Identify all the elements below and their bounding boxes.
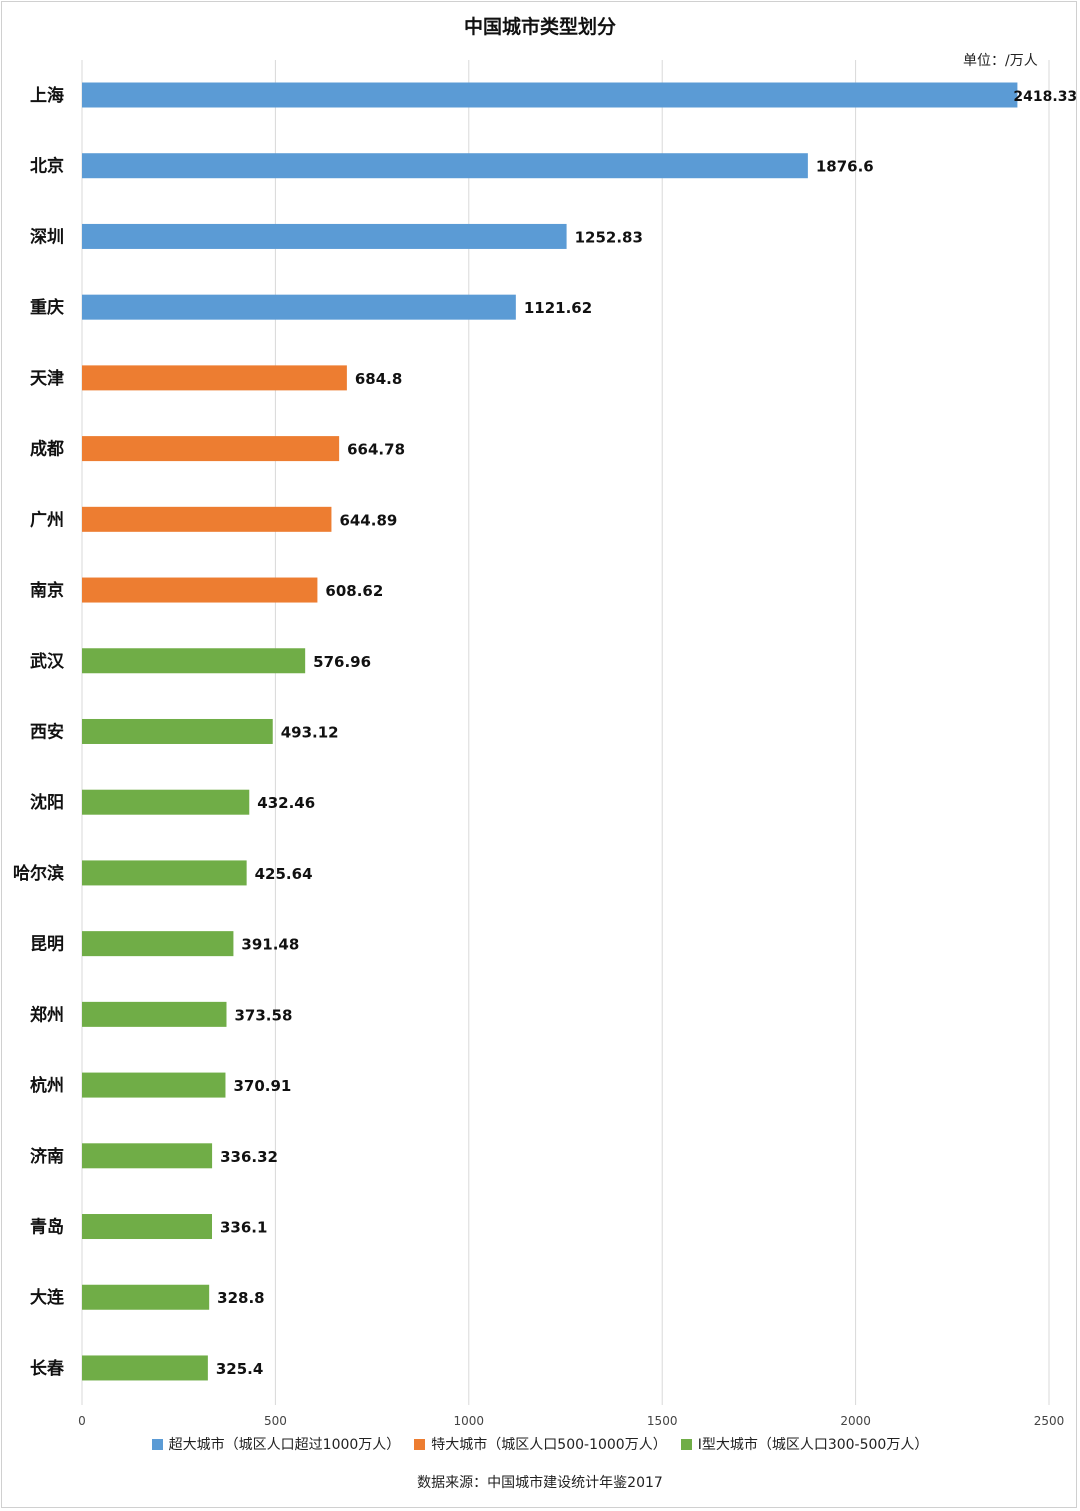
bar <box>82 436 340 462</box>
category-label: 天津 <box>30 368 64 389</box>
bar <box>82 153 808 179</box>
category-label: 广州 <box>30 509 64 530</box>
category-label: 成都 <box>30 439 64 460</box>
category-label: 武汉 <box>30 651 65 672</box>
legend-swatch <box>414 1438 426 1450</box>
legend-swatch <box>151 1438 163 1450</box>
category-label: 郑州 <box>30 1004 64 1025</box>
legend-label: 超大城市（城区人口超过1000万人） <box>168 1437 401 1453</box>
x-tick-label: 1000 <box>454 1414 485 1428</box>
x-tick-label: 0 <box>78 1414 86 1428</box>
data-label: 336.32 <box>220 1148 278 1166</box>
chart-title: 中国城市类型划分 <box>463 16 616 38</box>
data-label: 1876.6 <box>816 158 874 176</box>
bar <box>82 577 318 603</box>
data-label: 493.12 <box>281 723 339 741</box>
data-label: 1252.83 <box>575 228 643 246</box>
category-label: 深圳 <box>30 226 64 247</box>
x-tick-label: 2500 <box>1034 1414 1065 1428</box>
legend-swatch <box>680 1438 692 1450</box>
data-label: 684.8 <box>355 370 402 388</box>
category-label: 南京 <box>30 580 64 601</box>
x-tick-label: 1500 <box>647 1414 678 1428</box>
bar <box>82 1214 213 1240</box>
category-label: 沈阳 <box>30 792 64 813</box>
bar-chart: 0 500 1000 1500 2000 2500 上海 2418.33 北京 1876.6 深圳 1… <box>13 60 1077 1428</box>
category-label: 大连 <box>30 1287 65 1308</box>
legend-item-super-city: 超大城市（城区人口超过1000万人） <box>151 1434 401 1454</box>
category-label: 青岛 <box>30 1217 64 1238</box>
category-label: 北京 <box>30 156 64 177</box>
legend-label: I型大城市（城区人口300-500万人） <box>697 1437 929 1453</box>
data-label: 391.48 <box>241 936 299 954</box>
unit-label: 单位：/万人 <box>963 53 1038 69</box>
bar <box>82 1072 226 1098</box>
bar <box>82 506 332 532</box>
data-label: 373.58 <box>235 1006 293 1024</box>
bar <box>82 931 234 957</box>
bar <box>82 789 250 815</box>
category-label: 长春 <box>30 1358 64 1379</box>
bar <box>82 648 306 674</box>
category-label: 上海 <box>30 85 64 106</box>
data-label: 336.1 <box>220 1219 267 1237</box>
category-label: 重庆 <box>30 297 64 318</box>
data-label: 370.91 <box>233 1077 291 1095</box>
data-label: 425.64 <box>255 865 313 883</box>
bar <box>82 82 1018 108</box>
data-label: 325.4 <box>216 1360 263 1378</box>
data-label: 1121.62 <box>524 299 592 317</box>
data-source: 数据来源：中国城市建设统计年鉴2017 <box>417 1475 663 1491</box>
legend-label: 特大城市（城区人口500-1000万人） <box>431 1437 667 1453</box>
category-label: 昆明 <box>30 935 64 955</box>
legend-item-type1-city: I型大城市（城区人口300-500万人） <box>680 1434 929 1454</box>
bar <box>82 860 247 886</box>
data-label: 328.8 <box>217 1289 264 1307</box>
bar <box>82 223 567 249</box>
bar <box>82 294 516 320</box>
data-label: 432.46 <box>257 794 315 812</box>
bar <box>82 1284 210 1310</box>
bar <box>82 718 273 744</box>
data-label: 644.89 <box>339 511 397 529</box>
x-tick-label: 2000 <box>840 1414 871 1428</box>
data-label: 608.62 <box>325 582 383 600</box>
bar <box>82 365 347 391</box>
category-label: 哈尔滨 <box>13 863 64 884</box>
bar <box>82 1355 208 1381</box>
legend: 超大城市（城区人口超过1000万人） 特大城市（城区人口500-1000万人） … <box>0 1434 1080 1454</box>
bar <box>82 1001 227 1027</box>
data-label: 664.78 <box>347 441 405 459</box>
x-tick-label: 500 <box>264 1414 287 1428</box>
category-label: 西安 <box>30 721 64 742</box>
category-label: 济南 <box>30 1146 64 1167</box>
data-label: 576.96 <box>313 653 371 671</box>
bar <box>82 1143 213 1169</box>
data-label: 2418.33 <box>1013 89 1077 105</box>
category-label: 杭州 <box>30 1075 64 1096</box>
legend-item-mega-city: 特大城市（城区人口500-1000万人） <box>414 1434 667 1454</box>
